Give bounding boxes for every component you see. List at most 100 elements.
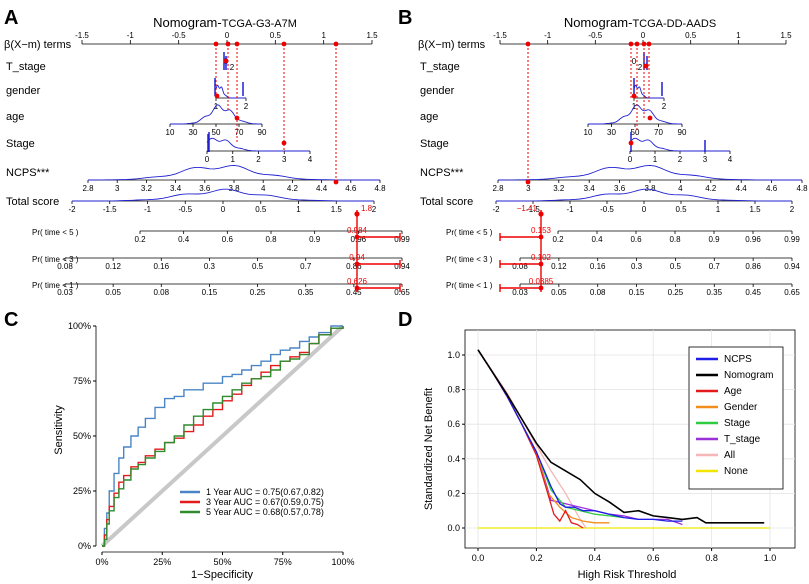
nomo-tick-label: 4 (308, 155, 313, 164)
nomo-tick-label: 0.99 (784, 235, 800, 244)
nomo-tick-label: 0.15 (202, 288, 218, 297)
nomo-row-label: Pr( time < 1 ) (32, 281, 79, 290)
nomo-row-label: Total score (420, 196, 473, 208)
x-tick-label: 0.4 (589, 553, 602, 563)
density-curve (588, 104, 683, 125)
nomo-tick-label: 0 (221, 205, 226, 214)
marker-point (631, 93, 637, 99)
nomo-tick-label: 50 (631, 128, 640, 137)
nomo-tick-label: 0.12 (105, 262, 121, 271)
nomo-row-label: age (6, 111, 24, 123)
panel-letter-c: C (4, 309, 18, 331)
x-tick-label: 0.6 (647, 553, 660, 563)
nomo-tick-label: 4.2 (705, 184, 717, 193)
nomo-tick-label: 1.5 (366, 31, 378, 40)
density-curve (88, 164, 380, 181)
nomo-row-label: Pr( time < 1 ) (446, 281, 493, 290)
nomo-tick-label: 4.6 (766, 184, 778, 193)
nomo-tick-label: 0.15 (629, 288, 645, 297)
nomo-tick-label: 0.65 (784, 288, 800, 297)
nomo-tick-label: -1 (144, 205, 152, 214)
legend-label: Gender (724, 402, 758, 413)
total-score-label: −1.41 (517, 204, 538, 213)
nomo-row-label: β(X−m) terms (4, 39, 72, 51)
marker-point (525, 41, 531, 47)
prediction-point (538, 261, 544, 267)
nomo-tick-label: 30 (607, 128, 616, 137)
nomo-tick-label: 4.6 (345, 184, 357, 193)
marker-point (281, 140, 287, 146)
nomo-tick-label: 50 (212, 128, 221, 137)
nomo-tick-label: 0.86 (346, 262, 362, 271)
nomo-tick-label: 0.7 (709, 262, 721, 271)
nomo-tick-label: 0.16 (590, 262, 606, 271)
nomo-tick-label: 3.2 (141, 184, 153, 193)
nomo-tick-label: -1 (566, 205, 574, 214)
nomo-tick-label: 3.8 (644, 184, 656, 193)
nomo-tick-label: 2 (662, 102, 667, 111)
nomo-tick-label: 0.03 (512, 288, 528, 297)
y-tick-label: 0% (78, 541, 91, 551)
prediction-label: 0.984 (347, 226, 368, 235)
nomogram-b: β(X−m) terms-1.5 -1 -0.5 0 0.5 1 1.5T_stage 02g… (418, 31, 808, 297)
nomo-tick-label: 0.6 (630, 235, 642, 244)
nomo-tick-label: 0 (205, 155, 210, 164)
nomo-tick-label: 4 (261, 184, 266, 193)
nomo-tick-label: 3.8 (228, 184, 240, 193)
panel-letter-b: B (398, 7, 412, 29)
nomo-tick-label: 10 (166, 128, 175, 137)
total-score-point (354, 211, 360, 217)
nomo-tick-label: 1.5 (331, 205, 343, 214)
prediction-point (354, 234, 360, 240)
nomo-tick-label: -0.5 (600, 205, 614, 214)
nomo-tick-label: -1.5 (493, 31, 507, 40)
nomo-tick-label: -1 (127, 31, 135, 40)
nomo-tick-label: 2 (638, 63, 643, 72)
nomo-tick-label: 4.8 (374, 184, 386, 193)
panel-letter-d: D (398, 309, 412, 331)
x-tick-label: 0.8 (705, 553, 718, 563)
nomo-tick-label: 0 (632, 57, 637, 66)
nomo-tick-label: 0.08 (153, 288, 169, 297)
x-tick-label: 50% (213, 557, 231, 567)
nomo-tick-label: 0.99 (394, 235, 410, 244)
y-tick-label: 0.2 (447, 488, 460, 498)
nomo-tick-label: 1 (716, 205, 721, 214)
marker-point (628, 41, 634, 47)
nomo-tick-label: 0.08 (590, 288, 606, 297)
roc-curve (102, 326, 344, 547)
nomo-row-label: Stage (6, 138, 35, 150)
nomo-tick-label: 1 (321, 31, 326, 40)
y-tick-label: 1.0 (447, 350, 460, 360)
nomo-tick-label: 0.03 (57, 288, 73, 297)
nomo-tick-label: 0.05 (551, 288, 567, 297)
nomo-row-label: T_stage (420, 61, 460, 73)
nomo-tick-label: 70 (654, 128, 663, 137)
legend-label: NCPS (724, 354, 752, 365)
nomo-tick-label: -0.5 (178, 205, 192, 214)
legend-label: 5 Year AUC = 0.68(0.57,0.78) (206, 507, 324, 517)
y-tick-label: 0.6 (447, 419, 460, 429)
x-tick-label: 0.0 (472, 553, 485, 563)
marker-point (333, 179, 339, 185)
y-tick-label: 100% (68, 321, 91, 331)
dca-ylabel: Standardized Net Benefit (423, 388, 435, 510)
nomo-tick-label: 90 (678, 128, 687, 137)
prediction-label: 0.626 (347, 277, 368, 286)
nomo-tick-label: -1 (544, 31, 552, 40)
nomo-tick-label: 0.96 (351, 235, 367, 244)
nomo-row-label: Pr( time < 3 ) (32, 255, 79, 264)
nomo-tick-label: 0.5 (255, 205, 267, 214)
nomo-tick-label: 0.25 (668, 288, 684, 297)
nomo-tick-label: 0.2 (134, 235, 146, 244)
total-score-point (538, 211, 544, 217)
nomo-tick-label: 10 (584, 128, 593, 137)
reference-diagonal (100, 324, 345, 548)
marker-point (234, 115, 240, 121)
density-curve (498, 164, 802, 181)
prediction-label: 0.153 (531, 226, 552, 235)
density-curve (496, 188, 792, 202)
nomo-tick-label: 0.08 (512, 262, 528, 271)
nomo-row-label: Pr( time < 3 ) (446, 255, 493, 264)
nomo-tick-label: 1 (653, 155, 658, 164)
